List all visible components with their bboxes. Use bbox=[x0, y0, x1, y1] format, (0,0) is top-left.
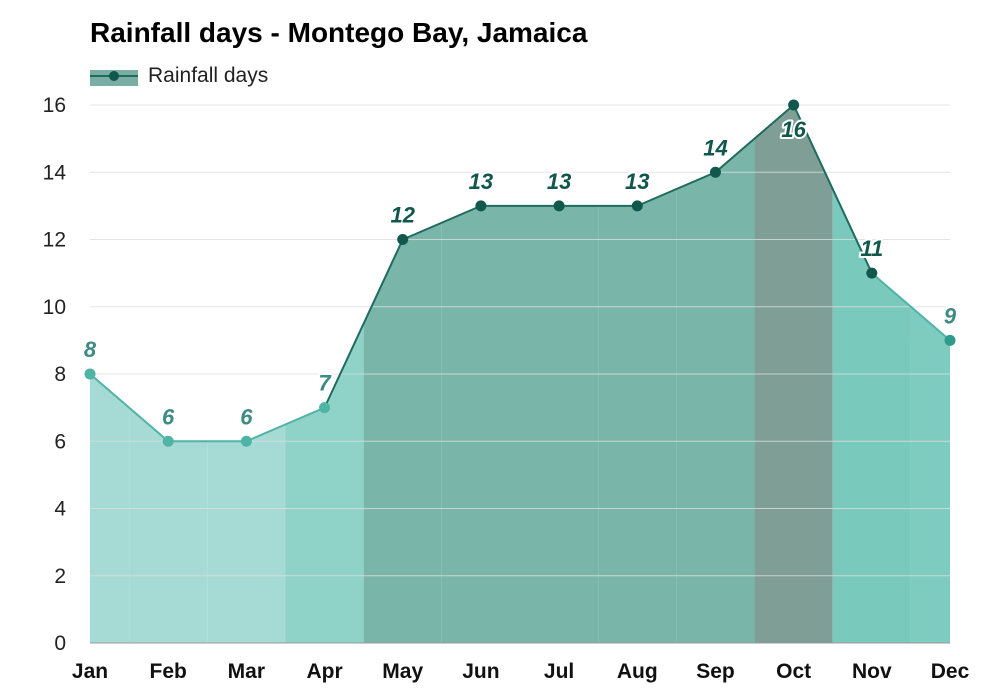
area-band-aug bbox=[598, 189, 677, 643]
data-point[interactable] bbox=[84, 368, 96, 380]
x-tick-label: Aug bbox=[617, 660, 658, 683]
x-tick-label: Oct bbox=[776, 660, 811, 683]
series-segment bbox=[323, 238, 404, 409]
x-tick-label: May bbox=[382, 660, 423, 683]
y-tick-label: 16 bbox=[43, 94, 66, 117]
data-point[interactable] bbox=[631, 200, 643, 212]
data-points bbox=[84, 99, 956, 447]
data-label: 13 bbox=[547, 169, 571, 194]
data-label: 16 bbox=[781, 117, 806, 142]
data-label: 13 bbox=[469, 169, 493, 194]
x-tick-label: Feb bbox=[150, 660, 187, 683]
series-segment bbox=[792, 104, 873, 275]
data-point[interactable] bbox=[709, 166, 721, 178]
data-label: 6 bbox=[162, 404, 175, 429]
y-tick-label: 10 bbox=[43, 296, 66, 319]
series-segment bbox=[870, 272, 951, 342]
x-tick-label: Jul bbox=[544, 660, 574, 683]
y-tick-label: 0 bbox=[54, 632, 66, 655]
data-label: 14 bbox=[703, 135, 727, 160]
data-point[interactable] bbox=[944, 334, 956, 346]
x-axis: Jan Feb Mar Apr May Jun Jul Aug Sep Oct Nov Dec bbox=[72, 660, 970, 683]
y-tick-label: 12 bbox=[43, 229, 66, 252]
data-point[interactable] bbox=[319, 402, 331, 414]
y-tick-label: 4 bbox=[54, 498, 66, 521]
data-label: 6 bbox=[240, 404, 253, 429]
area-band-apr bbox=[285, 323, 364, 643]
area-band-jun bbox=[441, 205, 520, 643]
x-tick-label: Apr bbox=[306, 660, 342, 683]
y-tick-label: 6 bbox=[54, 430, 66, 453]
area-band-mar bbox=[207, 424, 286, 643]
series-segment bbox=[714, 104, 795, 174]
area-band-dec bbox=[910, 306, 950, 643]
data-point[interactable] bbox=[240, 435, 252, 447]
data-label: 7 bbox=[318, 371, 332, 396]
series-segment bbox=[245, 406, 326, 443]
x-tick-label: Dec bbox=[931, 660, 970, 683]
x-tick-label: Mar bbox=[228, 660, 265, 683]
data-point[interactable] bbox=[162, 435, 174, 447]
area-band-jul bbox=[520, 205, 599, 643]
data-label: 9 bbox=[944, 303, 957, 328]
series-segment bbox=[89, 373, 170, 443]
series-segment bbox=[401, 204, 482, 241]
y-axis: 0 2 4 6 8 10 12 14 16 bbox=[43, 94, 67, 655]
x-tick-label: Jun bbox=[462, 660, 499, 683]
x-tick-label: Jan bbox=[72, 660, 108, 683]
area-band-sep bbox=[676, 138, 755, 643]
series-line bbox=[89, 104, 951, 443]
area-band-may bbox=[363, 222, 442, 643]
y-tick-label: 14 bbox=[43, 161, 67, 184]
legend-marker bbox=[109, 71, 119, 81]
gridlines bbox=[90, 104, 950, 644]
chart-title: Rainfall days - Montego Bay, Jamaica bbox=[90, 17, 588, 48]
data-point[interactable] bbox=[788, 99, 800, 111]
series-segment bbox=[636, 171, 717, 207]
data-point[interactable] bbox=[866, 267, 878, 279]
data-point[interactable] bbox=[475, 200, 487, 212]
data-label: 11 bbox=[860, 236, 883, 261]
data-label: 8 bbox=[84, 337, 97, 362]
data-point[interactable] bbox=[397, 234, 409, 245]
data-labels: 8 6 6 7 12 13 13 13 14 16 11 9 bbox=[82, 115, 959, 431]
area-band-nov bbox=[832, 189, 911, 643]
legend-label: Rainfall days bbox=[148, 64, 268, 87]
x-tick-label: Sep bbox=[696, 660, 735, 683]
y-tick-label: 8 bbox=[54, 363, 66, 386]
area-band-feb bbox=[129, 407, 208, 643]
data-point[interactable] bbox=[553, 200, 565, 212]
y-tick-label: 2 bbox=[54, 565, 66, 588]
data-label: 12 bbox=[390, 203, 415, 228]
legend[interactable]: Rainfall days bbox=[90, 64, 268, 87]
x-tick-label: Nov bbox=[852, 660, 892, 683]
data-label: 13 bbox=[625, 169, 649, 194]
